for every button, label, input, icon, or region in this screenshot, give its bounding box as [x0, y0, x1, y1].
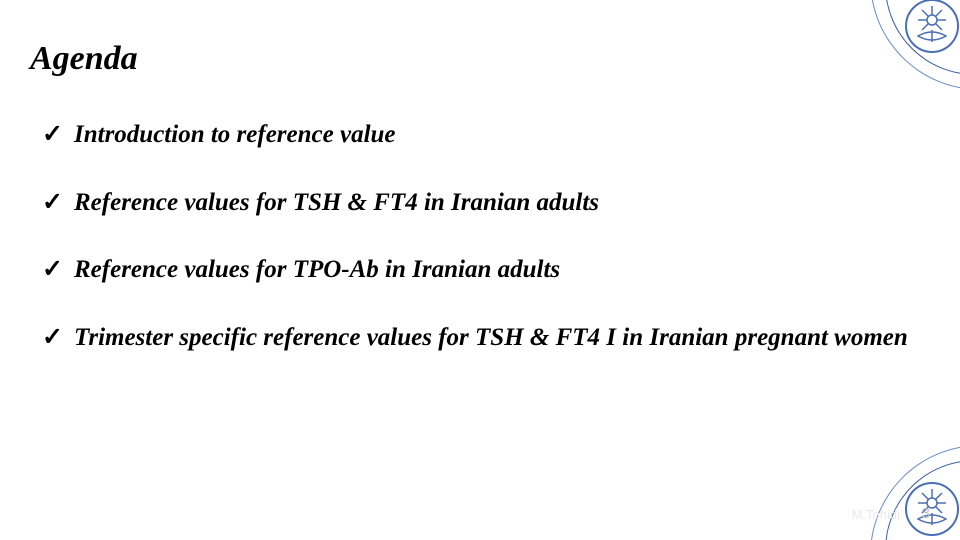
page-number: 3: [922, 505, 930, 522]
corner-decoration-bottom: [850, 445, 960, 540]
list-item: ✓ Reference values for TSH & FT4 in Iran…: [42, 184, 930, 222]
institution-logo-icon: [904, 0, 960, 54]
institution-logo-icon: [904, 481, 960, 537]
list-item: ✓ Reference values for TPO-Ab in Iranian…: [42, 251, 930, 289]
list-item: ✓ Trimester specific reference values fo…: [42, 319, 930, 357]
footer-attribution: M.Tohidi: [852, 507, 900, 522]
bullet-text: Reference values for TPO-Ab in Iranian a…: [74, 256, 560, 283]
slide-title: Agenda: [30, 40, 930, 78]
check-icon: ✓: [42, 319, 63, 357]
corner-decoration-top: [850, 0, 960, 90]
bullet-text: Introduction to reference value: [74, 121, 396, 148]
agenda-list: ✓ Introduction to reference value ✓ Refe…: [30, 116, 930, 356]
list-item: ✓ Introduction to reference value: [42, 116, 930, 154]
slide: Agenda ✓ Introduction to reference value…: [0, 0, 960, 540]
check-icon: ✓: [42, 116, 63, 154]
bullet-text: Trimester specific reference values for …: [74, 324, 908, 351]
check-icon: ✓: [42, 251, 63, 289]
bullet-text: Reference values for TSH & FT4 in Irania…: [74, 189, 599, 216]
check-icon: ✓: [42, 184, 63, 222]
